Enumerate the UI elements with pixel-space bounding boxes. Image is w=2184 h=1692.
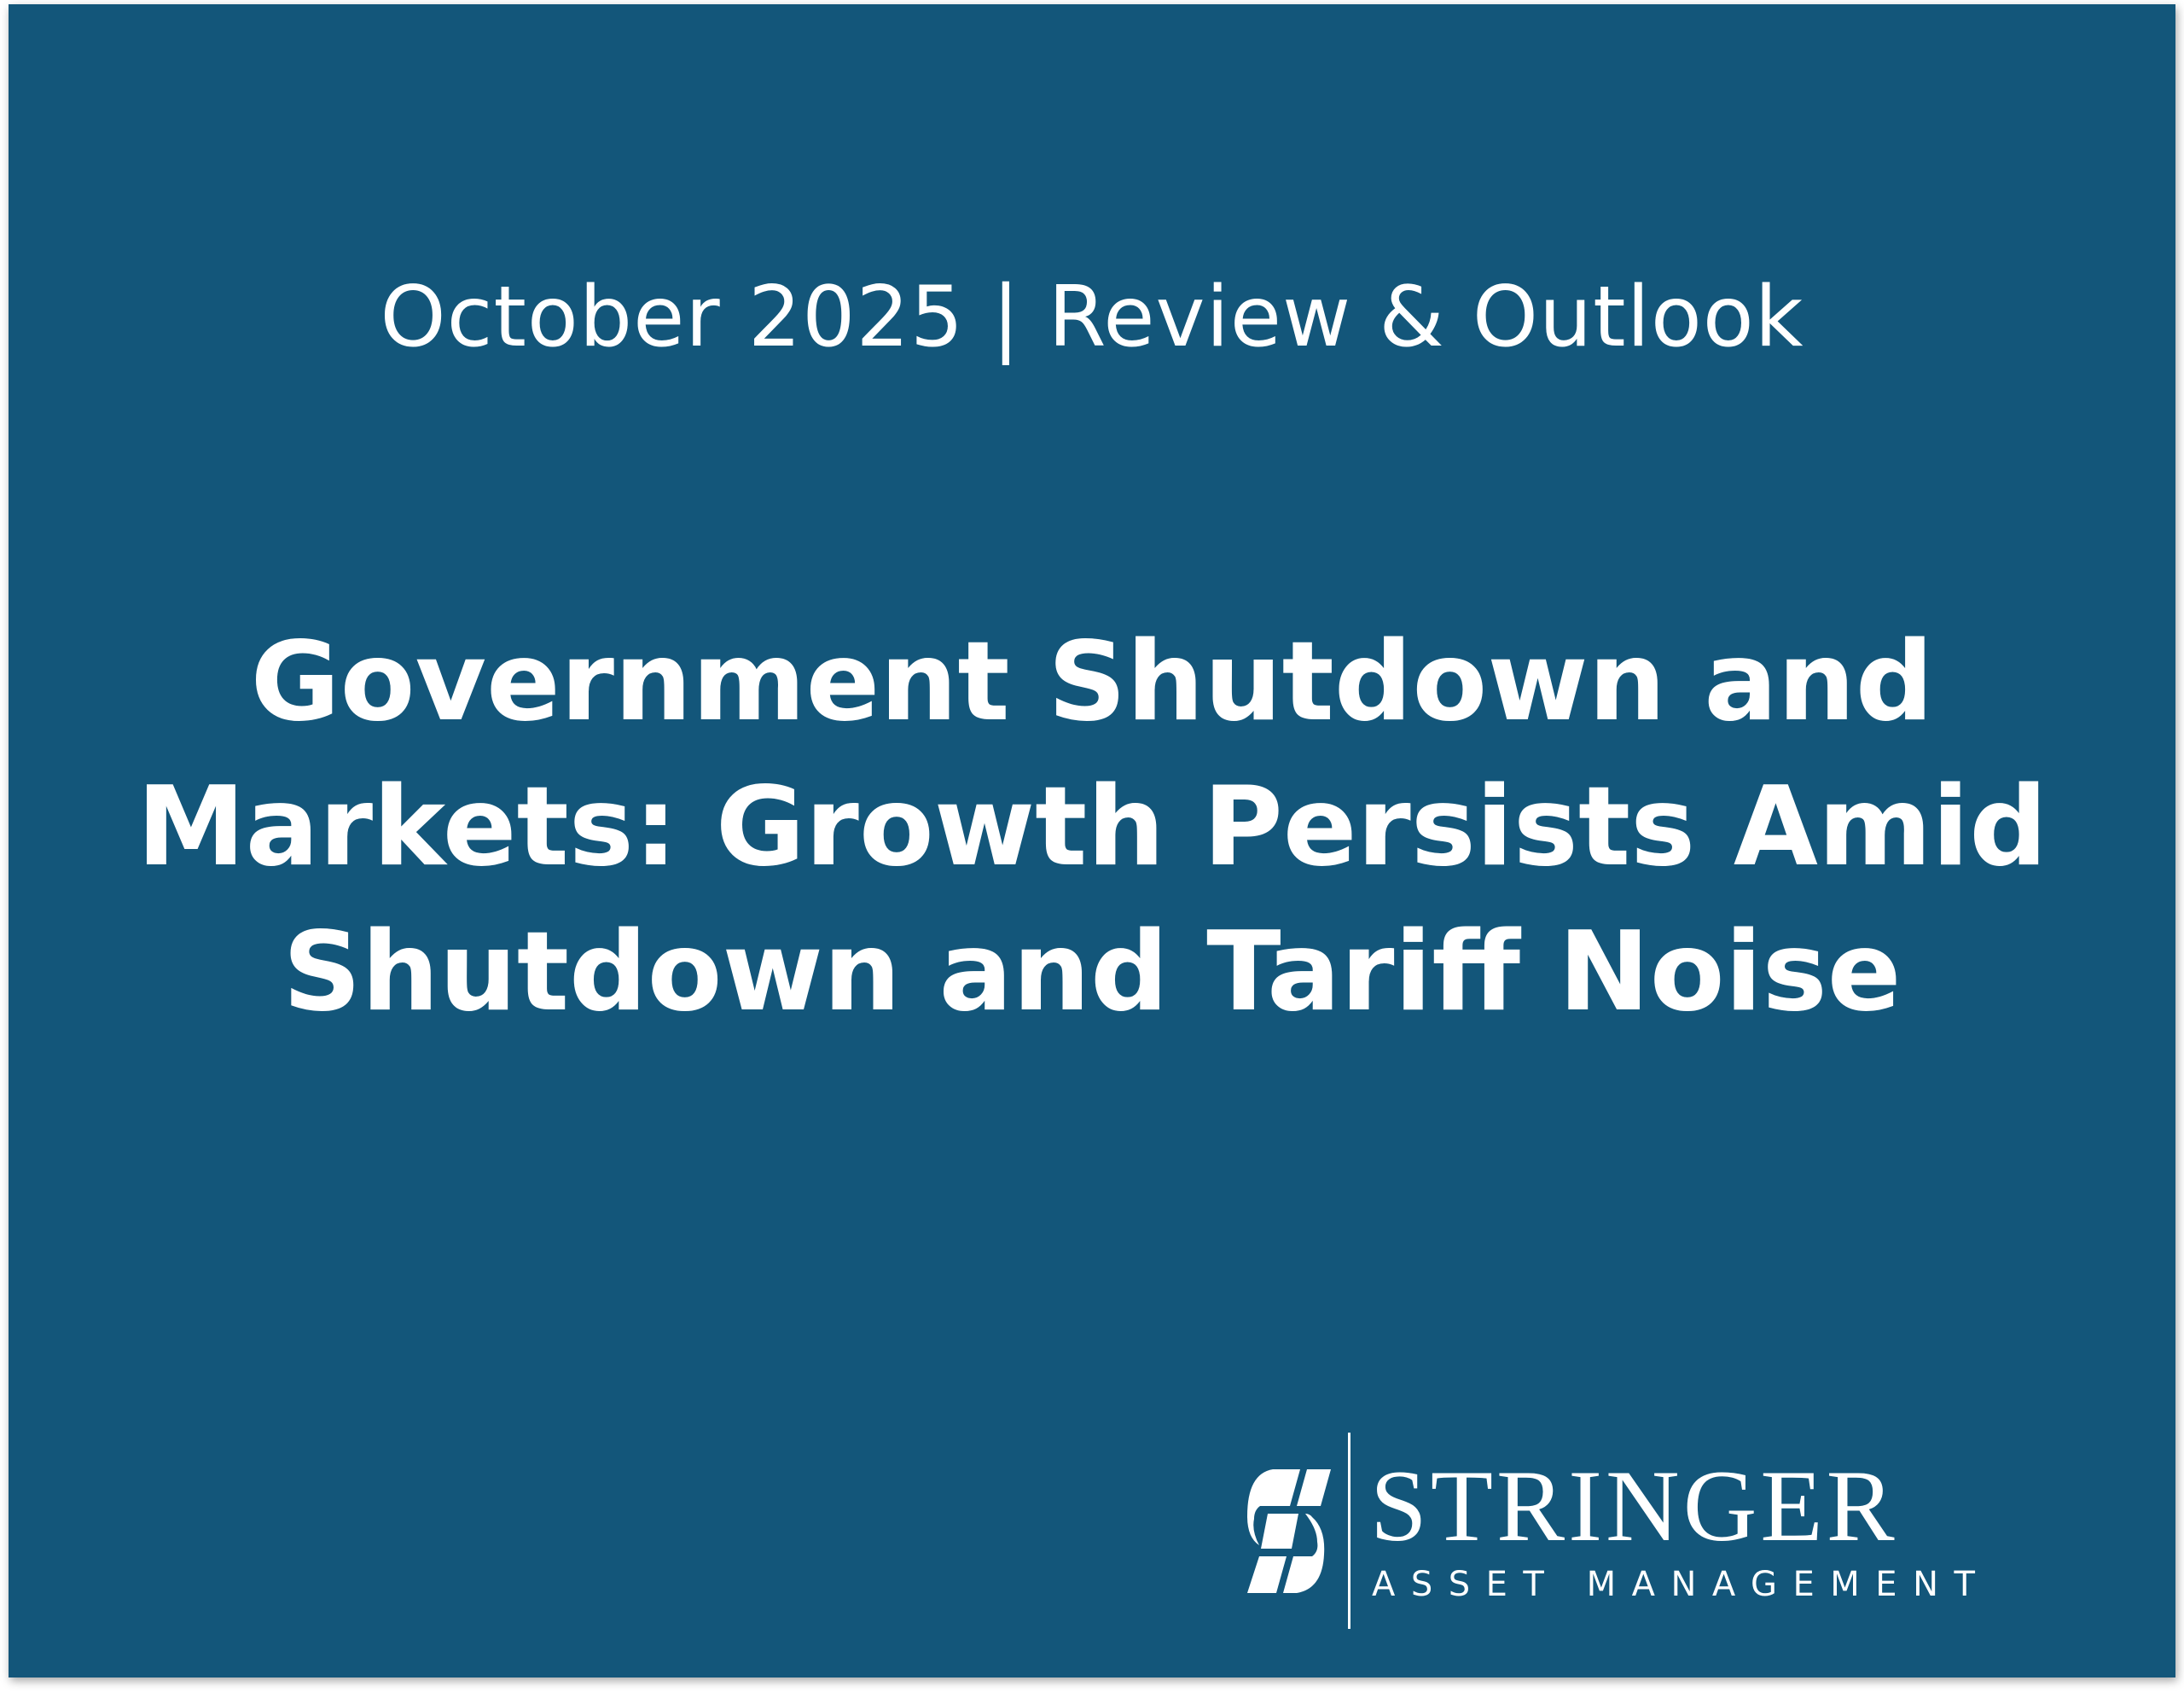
stringer-s-logo-icon [1247, 1469, 1331, 1593]
logo-tagline: ASSET MANAGEMENT [1372, 1565, 1991, 1604]
title-line: Government Shutdown and [250, 619, 1934, 746]
stringer-logo: STRINGER ASSET MANAGEMENT [1247, 1433, 2109, 1629]
logo-name: STRINGER [1370, 1449, 1898, 1562]
cover-panel: October 2025 | Review & Outlook Governme… [9, 4, 2175, 1677]
title-line: Markets: Growth Persists Amid [136, 764, 2048, 891]
report-title: Government Shutdown and Markets: Growth … [136, 610, 2048, 1045]
title-line: Shutdown and Tariff Noise [282, 909, 1902, 1036]
report-subtitle: October 2025 | Review & Outlook [380, 269, 1804, 366]
logo-divider [1348, 1433, 1350, 1629]
